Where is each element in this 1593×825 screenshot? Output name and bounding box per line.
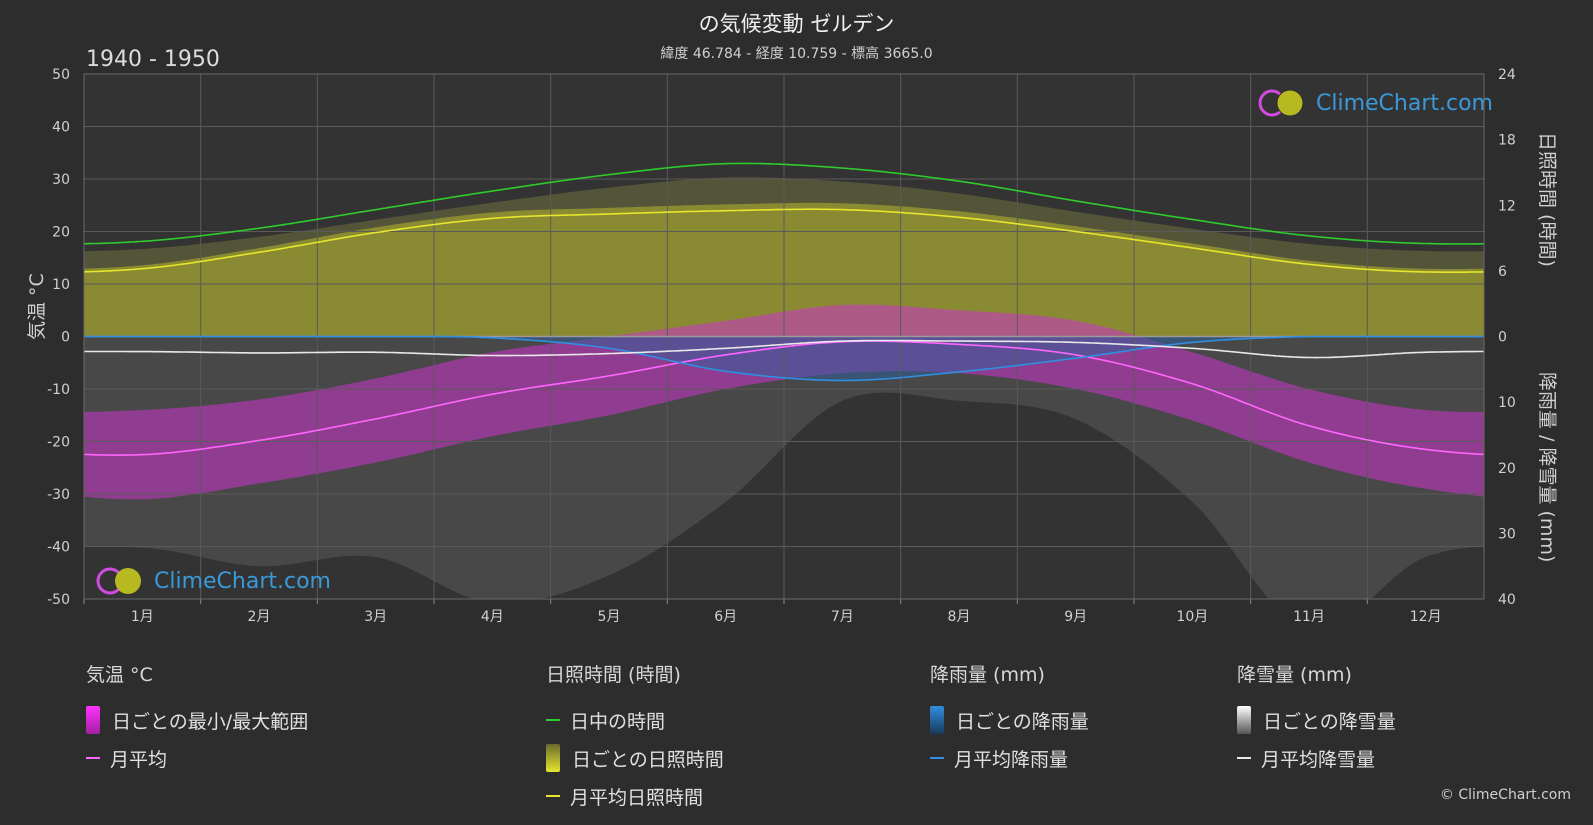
legend-title: 日照時間 (時間) <box>546 664 681 686</box>
sunshine-mean-line <box>84 208 1485 273</box>
climate-chart: 50 40 30 20 10 0 -10 -20 -30 -40 -50 24 18 12 6 0 10 20 30… <box>47 67 1516 625</box>
month-tick-label: 12月 <box>1410 609 1442 625</box>
temperature-tick-label: 10 <box>52 277 70 293</box>
temperature-tick-label: -30 <box>47 487 70 503</box>
logo-text: ClimeChart.com <box>154 568 331 594</box>
logo-icon <box>96 567 141 595</box>
temperature-tick-label: 30 <box>52 172 70 188</box>
legend-title: 気温 °C <box>86 664 153 686</box>
legend-rain: 降雨量 (mm) 日ごとの降雨量 月平均降雨量 <box>930 660 1089 777</box>
legend-title: 降雨量 (mm) <box>930 664 1045 686</box>
line-swatch <box>546 795 560 797</box>
precip-tick-label: 30 <box>1498 526 1516 542</box>
legend-item-daylight: 日中の時間 <box>546 701 724 739</box>
legend-item-temp-range: 日ごとの最小/最大範囲 <box>86 701 308 739</box>
plot-border <box>83 73 1485 600</box>
left-axis-title: 気温 °C <box>26 273 48 340</box>
temperature-tick-label: 40 <box>52 120 70 136</box>
precip-tick-label: 10 <box>1498 395 1516 411</box>
precip-tick-label: 40 <box>1498 592 1516 608</box>
sunshine-swatch <box>546 744 560 772</box>
line-swatch <box>546 719 560 721</box>
temperature-tick-label: -40 <box>47 540 70 556</box>
legend-item-daily-snow: 日ごとの降雪量 <box>1237 701 1396 739</box>
month-tick-label: 11月 <box>1293 609 1325 625</box>
sunshine-tick-label: 24 <box>1498 67 1516 83</box>
chart-subtitle: 緯度 46.784 - 経度 10.759 - 標高 3665.0 <box>660 46 933 62</box>
snow-mean-line <box>84 339 1484 359</box>
precip-tick-label: 20 <box>1498 461 1516 477</box>
month-tick-label: 1月 <box>131 609 154 625</box>
legend-item-rain-mean: 月平均降雨量 <box>930 739 1089 777</box>
legend-item-daily-rain: 日ごとの降雨量 <box>930 701 1089 739</box>
temperature-tick-label: -20 <box>47 435 70 451</box>
range-swatch <box>86 706 100 734</box>
temperature-tick-label: -10 <box>47 382 70 398</box>
temperature-tick-label: 50 <box>52 67 70 83</box>
right-axis-title-sunshine: 日照時間 (時間) <box>1536 132 1558 267</box>
month-tick-label: 10月 <box>1176 609 1208 625</box>
legend-temperature: 気温 °C 日ごとの最小/最大範囲 月平均 <box>86 660 308 777</box>
period-label: 1940 - 1950 <box>86 47 220 72</box>
logo-top: ClimeChart.com <box>1258 87 1493 119</box>
month-tick-label: 4月 <box>481 609 504 625</box>
month-tick-label: 3月 <box>364 609 387 625</box>
rain-swatch <box>930 706 944 734</box>
temperature-tick-label: -50 <box>47 592 70 608</box>
daylight-line <box>84 162 1485 245</box>
rain-mean-line <box>84 335 1484 382</box>
legend-item-daily-sunshine: 日ごとの日照時間 <box>546 739 724 777</box>
sunshine-tick-label: 12 <box>1498 198 1516 214</box>
legend-sunshine: 日照時間 (時間) 日中の時間 日ごとの日照時間 月平均日照時間 <box>546 660 724 815</box>
temperature-mean-line <box>83 340 1485 456</box>
legend-item-snow-mean: 月平均降雪量 <box>1237 739 1396 777</box>
right-axis-title-precip: 降雨量 / 降雪量 (mm) <box>1536 372 1558 563</box>
month-tick-label: 7月 <box>831 609 854 625</box>
sunshine-tick-label: 0 <box>1498 330 1507 346</box>
sunshine-tick-label: 6 <box>1498 264 1507 280</box>
month-tick-label: 8月 <box>948 609 971 625</box>
logo-bottom: ClimeChart.com <box>96 565 331 597</box>
legend-title: 降雪量 (mm) <box>1237 664 1352 686</box>
snow-swatch <box>1237 706 1251 734</box>
sunshine-tick-label: 18 <box>1498 133 1516 149</box>
logo-icon <box>1258 89 1304 117</box>
temperature-tick-label: 0 <box>61 330 70 346</box>
legend-item-temp-mean: 月平均 <box>86 739 308 777</box>
month-tick-label: 5月 <box>598 609 621 625</box>
logo-text: ClimeChart.com <box>1316 90 1493 116</box>
temperature-tick-label: 20 <box>52 225 70 241</box>
line-swatch <box>86 757 100 759</box>
copyright: © ClimeChart.com <box>1439 787 1571 803</box>
legend-snow: 降雪量 (mm) 日ごとの降雪量 月平均降雪量 <box>1237 660 1396 777</box>
month-tick-label: 9月 <box>1064 609 1087 625</box>
legend-item-sunshine-mean: 月平均日照時間 <box>546 777 724 815</box>
chart-title: の気候変動 ゼルデン <box>698 12 895 36</box>
month-tick-label: 2月 <box>248 609 271 625</box>
month-tick-label: 6月 <box>714 609 737 625</box>
line-swatch <box>1237 757 1251 759</box>
line-swatch <box>930 757 944 759</box>
